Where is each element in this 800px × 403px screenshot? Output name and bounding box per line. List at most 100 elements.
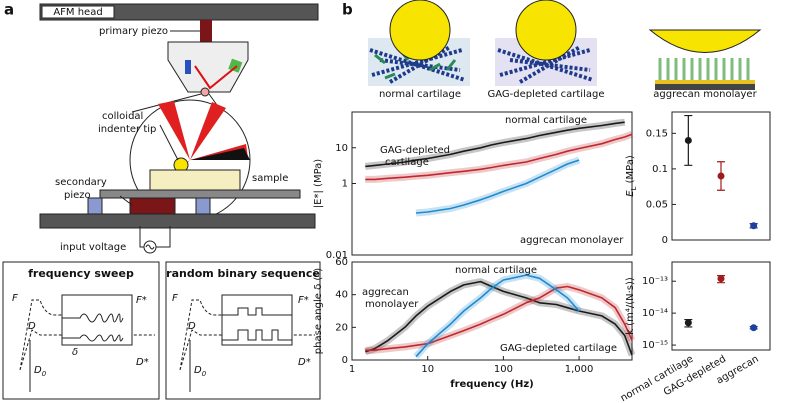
inset-title: frequency sweep <box>28 267 134 280</box>
network <box>497 45 594 84</box>
d0-main: D <box>194 365 202 376</box>
y-axis-label: phase angle δ (°) <box>313 268 324 354</box>
d0-sub: 0 <box>42 370 47 378</box>
stage <box>39 213 316 229</box>
point <box>684 136 692 144</box>
series-line <box>415 159 580 214</box>
y-tick-label: 1 <box>342 179 348 190</box>
laser <box>185 60 191 74</box>
y-tick-label: 0.05 <box>646 199 668 210</box>
sample <box>149 169 241 191</box>
d0-sub: 0 <box>202 370 207 378</box>
dstar-label: D* <box>298 357 311 368</box>
series-line <box>365 280 633 356</box>
annotation: monolayer <box>365 299 419 310</box>
fstar-label: F* <box>136 295 147 306</box>
illustration-label: normal cartilage <box>379 89 461 100</box>
y-tick-label: 0.01 <box>326 250 348 261</box>
afm-head-label-box <box>41 5 115 19</box>
inset-wave <box>62 313 124 342</box>
inset-curve <box>179 299 315 371</box>
plot-frame <box>351 111 633 256</box>
leader <box>119 195 133 206</box>
annotation: normal cartilage <box>505 115 587 126</box>
primary-piezo-label: primary piezo <box>99 26 168 37</box>
annotation: GAG-depleted <box>380 145 450 156</box>
d0-main: D <box>34 365 42 376</box>
ac-symbol <box>145 244 155 250</box>
indenter <box>389 0 451 61</box>
inset-window <box>221 294 293 346</box>
y-axis-label-part: E <box>625 190 636 197</box>
point <box>717 275 725 283</box>
tip-label: indenter tip <box>98 124 156 135</box>
y-tick-label: 10⁻¹⁴ <box>642 308 668 319</box>
inset-wave <box>222 307 292 341</box>
annotation: cartilage <box>385 157 429 168</box>
f-label: F <box>172 293 178 304</box>
plate <box>99 189 301 199</box>
y-axis-label: k (m⁴/(N·s)) <box>625 277 636 335</box>
series-line <box>365 121 625 168</box>
x-tick-label: 100 <box>494 364 513 375</box>
tip-small <box>200 87 210 97</box>
y-axis-label-part: L <box>630 186 638 190</box>
annotation: aggrecan <box>362 287 409 298</box>
annotation: GAG-depleted cartilage <box>500 343 617 354</box>
x-tick-label: 10 <box>421 364 434 375</box>
x-tick-label: 1 <box>349 364 355 375</box>
y-tick-label: 20 <box>335 322 348 333</box>
series-line <box>365 133 633 181</box>
plot-frame <box>671 111 771 241</box>
plot-frame <box>671 261 771 351</box>
y-axis-label: |E*| (MPa) <box>313 159 324 208</box>
y-axis-label: EL (MPa) <box>625 155 638 197</box>
point <box>750 324 758 332</box>
column <box>195 197 211 215</box>
y-tick-label: 0.15 <box>646 128 668 139</box>
annotation: aggrecan monolayer <box>520 235 624 246</box>
point <box>684 319 692 327</box>
delta-label: δ <box>72 347 78 358</box>
tip-label: colloidal <box>102 111 143 122</box>
holder <box>167 41 249 93</box>
afm-head-label: AFM head <box>53 7 102 18</box>
y-tick-label: 60 <box>335 257 348 268</box>
y-axis-label-part: (MPa) <box>625 155 636 186</box>
inset-title: random binary sequence <box>166 267 320 280</box>
input-voltage-label: input voltage <box>60 242 126 253</box>
y-tick-label: 10⁻¹³ <box>642 276 668 287</box>
dstar-label: D* <box>136 357 149 368</box>
beam <box>194 65 238 90</box>
illustration-label: GAG-depleted cartilage <box>488 89 605 100</box>
d0-label: D0 <box>34 365 47 378</box>
indenter <box>648 29 762 53</box>
x-tick-label: 1,000 <box>565 364 594 375</box>
y-tick-label: 0 <box>342 355 348 366</box>
y-tick-label: 10⁻¹⁵ <box>642 340 668 351</box>
y-tick-label: 10 <box>335 143 348 154</box>
y-tick-label: 0.1 <box>652 164 668 175</box>
indenter <box>515 0 577 61</box>
point <box>717 172 725 180</box>
d-label: D <box>188 321 196 332</box>
illustration-label: aggrecan monolayer <box>653 89 757 100</box>
sample-label: sample <box>252 173 288 184</box>
panel-label: b <box>342 1 353 19</box>
cantilever <box>190 148 250 160</box>
point <box>750 222 758 230</box>
d-label: D <box>28 321 36 332</box>
leader <box>159 124 179 161</box>
substrate <box>655 84 755 90</box>
network <box>369 45 466 84</box>
wire <box>139 226 171 248</box>
y-tick-label: 0 <box>662 235 668 246</box>
series-line <box>415 274 580 358</box>
series-line <box>365 285 633 351</box>
x-axis-label: frequency (Hz) <box>450 379 534 390</box>
y-tick-label: 40 <box>335 290 348 301</box>
inset-curve <box>19 299 155 371</box>
brush <box>658 58 750 80</box>
secondary-piezo-label: piezo <box>64 190 91 201</box>
